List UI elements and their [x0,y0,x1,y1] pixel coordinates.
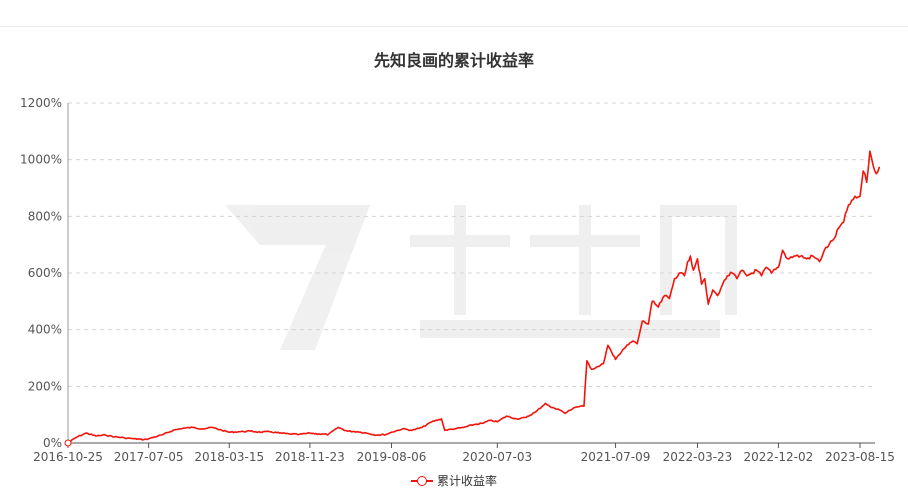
y-tick-label: 1000% [20,153,62,167]
y-tick-label: 400% [28,323,62,337]
series-line-cumulative-return [67,150,881,444]
x-tick-label: 2020-07-03 [462,450,532,464]
x-tick-label: 2016-10-25 [33,450,103,464]
series-start-point [64,439,72,447]
chart-title: 先知良画的累计收益率 [373,51,534,70]
series-layer [64,150,881,447]
y-axis-ticks: 0% 200% 400% 600% 800% 1000% 1200% [20,96,62,450]
y-tick-label: 1200% [20,96,62,110]
x-tick-label: 2018-03-15 [194,450,264,464]
legend-item-cumulative-return[interactable]: 累计收益率 [410,472,497,489]
y-tick-label: 0% [43,436,62,450]
legend: 累计收益率 [0,472,908,490]
y-tick-label: 200% [28,379,62,393]
legend-label: 累计收益率 [436,474,497,488]
x-tick-label: 2021-07-09 [581,450,651,464]
top-divider [0,26,908,27]
x-tick-label: 2022-12-02 [744,450,814,464]
x-tick-label: 2017-07-05 [114,450,184,464]
x-tick-label: 2019-08-06 [357,450,427,464]
axes [67,103,875,444]
legend-line-marker-icon [410,475,433,487]
y-tick-label: 600% [28,266,62,280]
x-tick-label: 2018-11-23 [275,450,345,464]
y-tick-label: 800% [28,209,62,223]
x-tick-label: 2022-03-23 [663,450,733,464]
grid-lines [68,102,875,387]
x-axis-ticks: 2016-10-25 2017-07-05 2018-03-15 2018-11-23… [33,443,895,464]
x-tick-label: 2023-08-15 [825,450,895,464]
